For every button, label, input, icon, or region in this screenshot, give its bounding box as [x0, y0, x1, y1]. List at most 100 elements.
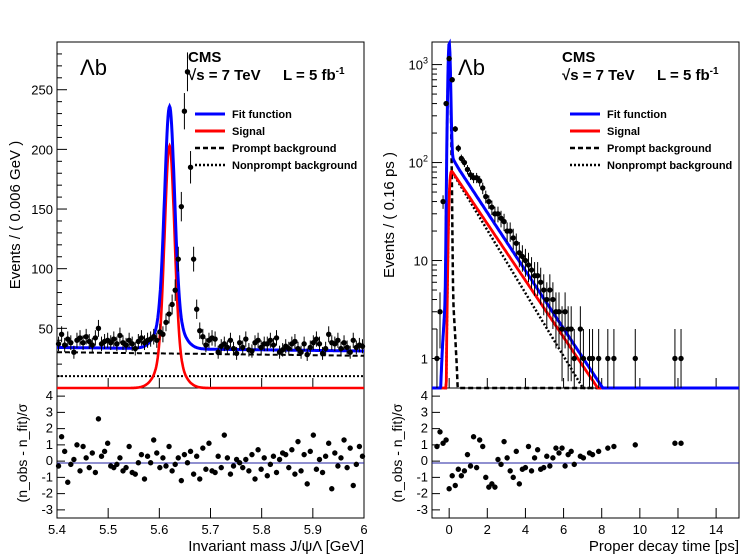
decay-x-tick-label: 2 [484, 522, 491, 537]
decay-y-tick-label: 102 [409, 154, 428, 171]
data-point [249, 348, 255, 354]
data-point [212, 336, 218, 342]
data-point [513, 240, 519, 246]
pull-point [273, 469, 280, 476]
pull-point [83, 455, 89, 461]
data-point [184, 69, 191, 75]
pull-point [270, 453, 277, 459]
pull-point [267, 461, 274, 468]
decay-lumi-label: L = 5 fb-1 [657, 66, 719, 84]
data-point [58, 331, 65, 338]
pull-point [58, 434, 65, 440]
pull-point [114, 461, 120, 468]
decay-legend: Fit function Signal Prompt background Nonpr… [570, 109, 732, 172]
mass-legend: Fit function Signal Prompt background Nonpr… [195, 109, 357, 172]
pull-point [283, 451, 289, 458]
data-point [160, 331, 166, 338]
data-point [292, 338, 298, 345]
data-point [571, 355, 577, 362]
data-point [325, 331, 332, 338]
data-point [580, 355, 587, 362]
pull-point [289, 447, 295, 453]
pull-point [147, 460, 154, 466]
data-point [519, 253, 526, 260]
pull-point [261, 455, 267, 461]
mass-pull-tick-label: -1 [41, 469, 53, 484]
decay-pull-axis-title: (n_obs - n_fit)/σ [389, 403, 405, 502]
data-point [537, 279, 544, 285]
data-point [224, 344, 231, 351]
pull-point [525, 443, 532, 450]
data-point [65, 336, 71, 342]
pull-point [559, 445, 565, 451]
pull-point [632, 442, 638, 448]
pull-point [449, 473, 455, 479]
decay-x-tick-label: 8 [598, 522, 605, 537]
data-point [286, 345, 292, 352]
decay-y-axis-title: Events / ( 0.16 ps ) [381, 152, 398, 278]
data-point [495, 211, 501, 217]
pull-point [71, 456, 77, 463]
data-point [114, 341, 120, 347]
data-point [632, 355, 638, 362]
data-point [476, 178, 483, 184]
data-point [522, 257, 529, 264]
data-point [230, 345, 237, 352]
pull-point [335, 463, 341, 469]
pull-point [184, 460, 191, 466]
data-point [270, 342, 277, 348]
data-point [452, 126, 458, 132]
pull-point [157, 464, 163, 471]
pull-point [135, 460, 142, 466]
pull-point [544, 453, 550, 459]
pull-point [301, 451, 307, 458]
data-point [434, 355, 440, 362]
prompt-bkg-curve [57, 351, 364, 357]
mass-pull-tick-label: 2 [46, 421, 53, 436]
data-point [132, 345, 138, 352]
signal-curve [57, 142, 364, 390]
pull-point [212, 469, 218, 476]
data-point [221, 341, 228, 347]
pull-point [123, 464, 129, 471]
data-point [678, 355, 684, 362]
pull-point [310, 432, 317, 438]
mass-pull-axis-title: (n_obs - n_fit)/σ [14, 403, 30, 502]
pull-point [160, 455, 166, 461]
data-point [516, 250, 523, 256]
data-point [446, 55, 452, 62]
pull-point [313, 466, 320, 472]
pull-point [65, 479, 71, 485]
pull-point [55, 463, 62, 469]
pull-point [166, 443, 172, 450]
pull-point [224, 455, 231, 461]
data-point [486, 198, 492, 205]
data-point [464, 166, 471, 173]
pull-point [325, 440, 332, 446]
data-point [215, 349, 221, 355]
data-point [80, 339, 86, 346]
data-point [187, 164, 194, 170]
pull-point [556, 450, 562, 456]
pull-point [92, 469, 99, 476]
data-point [544, 296, 550, 303]
mass-pull-points [55, 416, 366, 492]
data-point [313, 336, 320, 342]
data-point [240, 344, 246, 351]
pull-point [98, 453, 105, 459]
data-point [455, 145, 462, 151]
data-point [611, 355, 617, 362]
data-point [264, 341, 270, 347]
decay-pull-frame [431, 387, 740, 519]
legend-label: Prompt background [607, 143, 712, 155]
data-point [298, 349, 304, 355]
mass-x-tick-label: 5.7 [201, 522, 219, 537]
pull-point [200, 445, 206, 451]
pull-point [553, 445, 559, 451]
data-point [335, 337, 341, 343]
pull-point [541, 464, 547, 471]
pull-point [255, 447, 261, 453]
decay-pull-tick-label: 1 [421, 437, 428, 452]
decay-x-tick-label: 4 [522, 522, 529, 537]
